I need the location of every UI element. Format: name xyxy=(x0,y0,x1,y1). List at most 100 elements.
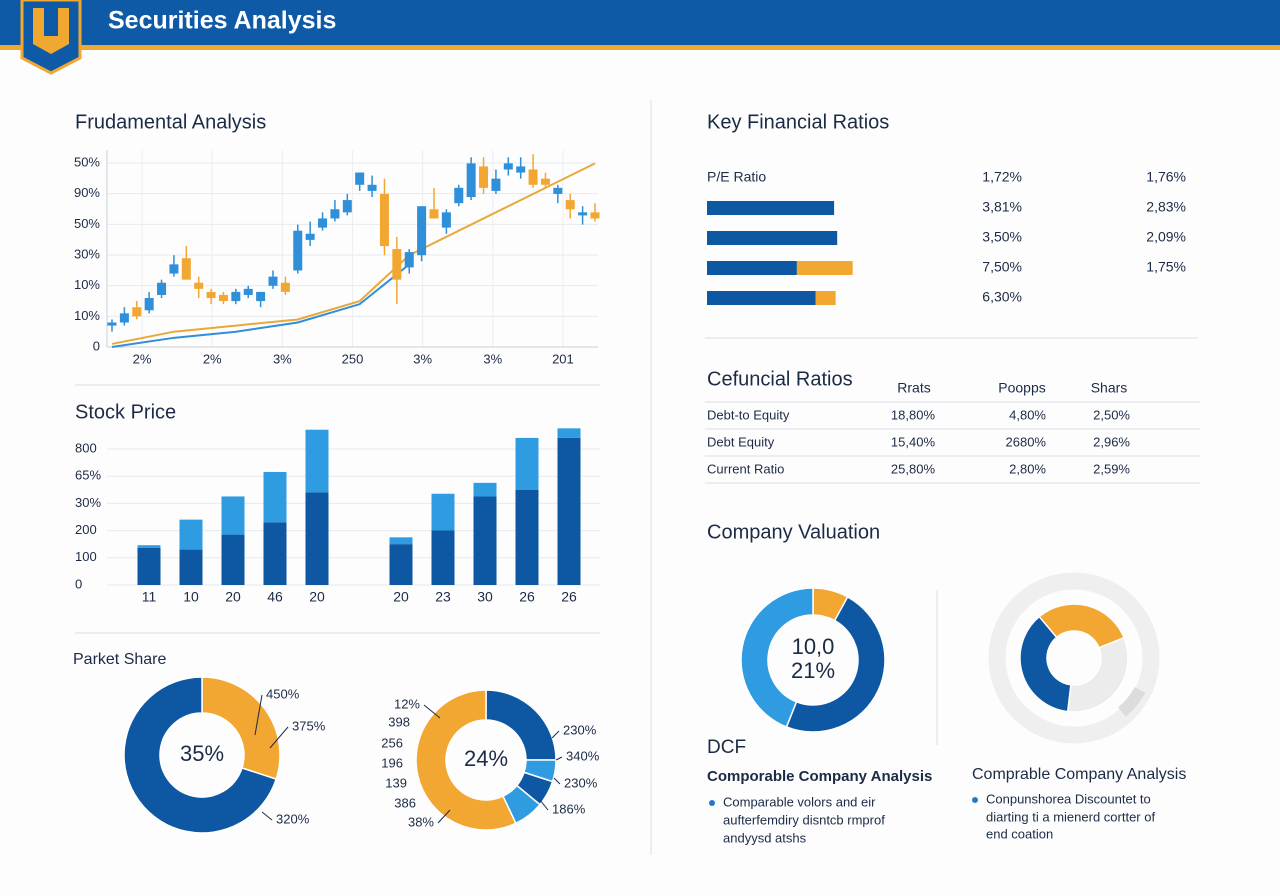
x-tick-label: 250 xyxy=(342,351,364,366)
ratio-value: 1,72% xyxy=(982,169,1022,185)
leader-line xyxy=(551,730,560,739)
ratio-bar xyxy=(707,231,838,245)
ratio-bar xyxy=(815,291,836,305)
bar-segment xyxy=(389,537,413,545)
bar-segment xyxy=(431,493,455,531)
bullet-text: Conpunshorea Discountet to xyxy=(986,791,1151,806)
ratio-value: 1,76% xyxy=(1146,169,1186,185)
header-title: Securities Analysis xyxy=(108,7,336,35)
bar-segment xyxy=(221,534,245,585)
y-tick-label: 50% xyxy=(74,154,100,169)
ratio-bar xyxy=(707,201,835,215)
header-bar xyxy=(0,0,1280,46)
donut-segment xyxy=(1038,603,1126,649)
bar-segment xyxy=(137,545,161,548)
x-tick-label: 11 xyxy=(142,589,157,605)
candle-body xyxy=(417,206,427,256)
donut-segment xyxy=(415,689,517,831)
y-tick-label: 30% xyxy=(74,246,100,261)
candle-body xyxy=(256,291,266,302)
center-label: 24% xyxy=(464,746,508,771)
candle-body xyxy=(231,291,241,302)
candle-body xyxy=(429,209,439,219)
bar-segment xyxy=(431,530,455,585)
x-tick-label: 3% xyxy=(483,351,502,366)
table-cell: 18,80% xyxy=(891,407,936,422)
bar-segment xyxy=(179,519,203,550)
candle-body xyxy=(119,313,129,323)
candle-body xyxy=(181,258,191,280)
ratio-value: 7,50% xyxy=(982,259,1022,275)
subheading: Comporable Company Analysis xyxy=(707,768,932,785)
x-tick-label: 20 xyxy=(309,589,325,605)
x-tick-label: 26 xyxy=(519,589,535,605)
leader-line xyxy=(423,704,441,719)
donut-segment xyxy=(201,676,281,781)
y-tick-label: 10% xyxy=(74,308,100,323)
callout-label: 196 xyxy=(381,755,403,770)
ratio-value: 3,50% xyxy=(982,229,1022,245)
callout-label: 139 xyxy=(385,775,407,790)
callout-label: 12% xyxy=(394,696,420,711)
bullet-text: andyysd atshs xyxy=(723,830,807,845)
chart-title: Parket Share xyxy=(73,651,166,668)
candle-body xyxy=(590,212,600,219)
x-tick-label: 3% xyxy=(413,351,432,366)
x-tick-label: 201 xyxy=(552,351,574,366)
bullet-text: Comparable volors and eir xyxy=(723,794,876,809)
table-cell: 4,80% xyxy=(1009,407,1046,422)
callout-label: 230% xyxy=(564,775,598,790)
x-tick-label: 2% xyxy=(133,351,152,366)
trend-line xyxy=(111,263,410,348)
x-tick-label: 3% xyxy=(273,351,292,366)
callout-label: 256 xyxy=(381,735,403,750)
bar-segment xyxy=(305,429,329,493)
callout-label: 186% xyxy=(552,801,586,816)
chart-title: DCF xyxy=(707,737,746,758)
bar-segment xyxy=(515,437,539,490)
y-tick-label: 0 xyxy=(93,338,100,353)
callout-label: 340% xyxy=(566,748,600,763)
ratio-value: 2,09% xyxy=(1146,229,1186,245)
leader-line xyxy=(261,811,273,821)
section-title: Key Financial Ratios xyxy=(707,111,889,133)
bullet-text: diarting ti a mienerd cortter of xyxy=(986,809,1155,824)
table-cell: 15,40% xyxy=(891,434,936,449)
callout-label: 375% xyxy=(292,718,326,733)
candle-body xyxy=(293,230,303,271)
ratio-bar xyxy=(796,261,853,275)
candle-body xyxy=(268,276,278,286)
bullet-dot xyxy=(972,797,978,803)
candle-body xyxy=(330,209,340,219)
bullet-text: aufterfemdiry disntcb rmprof xyxy=(723,812,885,827)
candle-body xyxy=(454,187,464,204)
x-tick-label: 20 xyxy=(225,589,241,605)
candle-body xyxy=(194,282,204,289)
y-tick-label: 0 xyxy=(75,576,82,591)
ratio-value: 6,30% xyxy=(982,289,1022,305)
candle-body xyxy=(218,294,228,302)
center-label: 21% xyxy=(791,658,835,683)
candle-body xyxy=(479,166,489,188)
y-tick-label: 100 xyxy=(75,549,97,564)
section-title: Cefuncial Ratios xyxy=(707,368,853,390)
y-tick-label: 30% xyxy=(75,495,101,510)
y-tick-label: 65% xyxy=(75,468,101,483)
callout-label: 386 xyxy=(394,795,416,810)
y-tick-label: 800 xyxy=(75,440,97,455)
outer-ring xyxy=(988,572,1160,744)
candle-body xyxy=(157,282,167,295)
bar-segment xyxy=(389,544,413,585)
trend-line xyxy=(111,162,596,345)
table-cell: 2680% xyxy=(1006,434,1047,449)
candle-body xyxy=(503,163,513,170)
candle-body xyxy=(540,178,550,185)
candle-body xyxy=(578,212,588,216)
candle-body xyxy=(404,252,414,268)
leader-line xyxy=(555,756,563,761)
logo xyxy=(20,0,82,75)
column-header: Rrats xyxy=(897,380,930,396)
chart-title: Stock Price xyxy=(75,401,176,423)
ratio-bar xyxy=(707,261,797,275)
candle-body xyxy=(243,288,253,295)
